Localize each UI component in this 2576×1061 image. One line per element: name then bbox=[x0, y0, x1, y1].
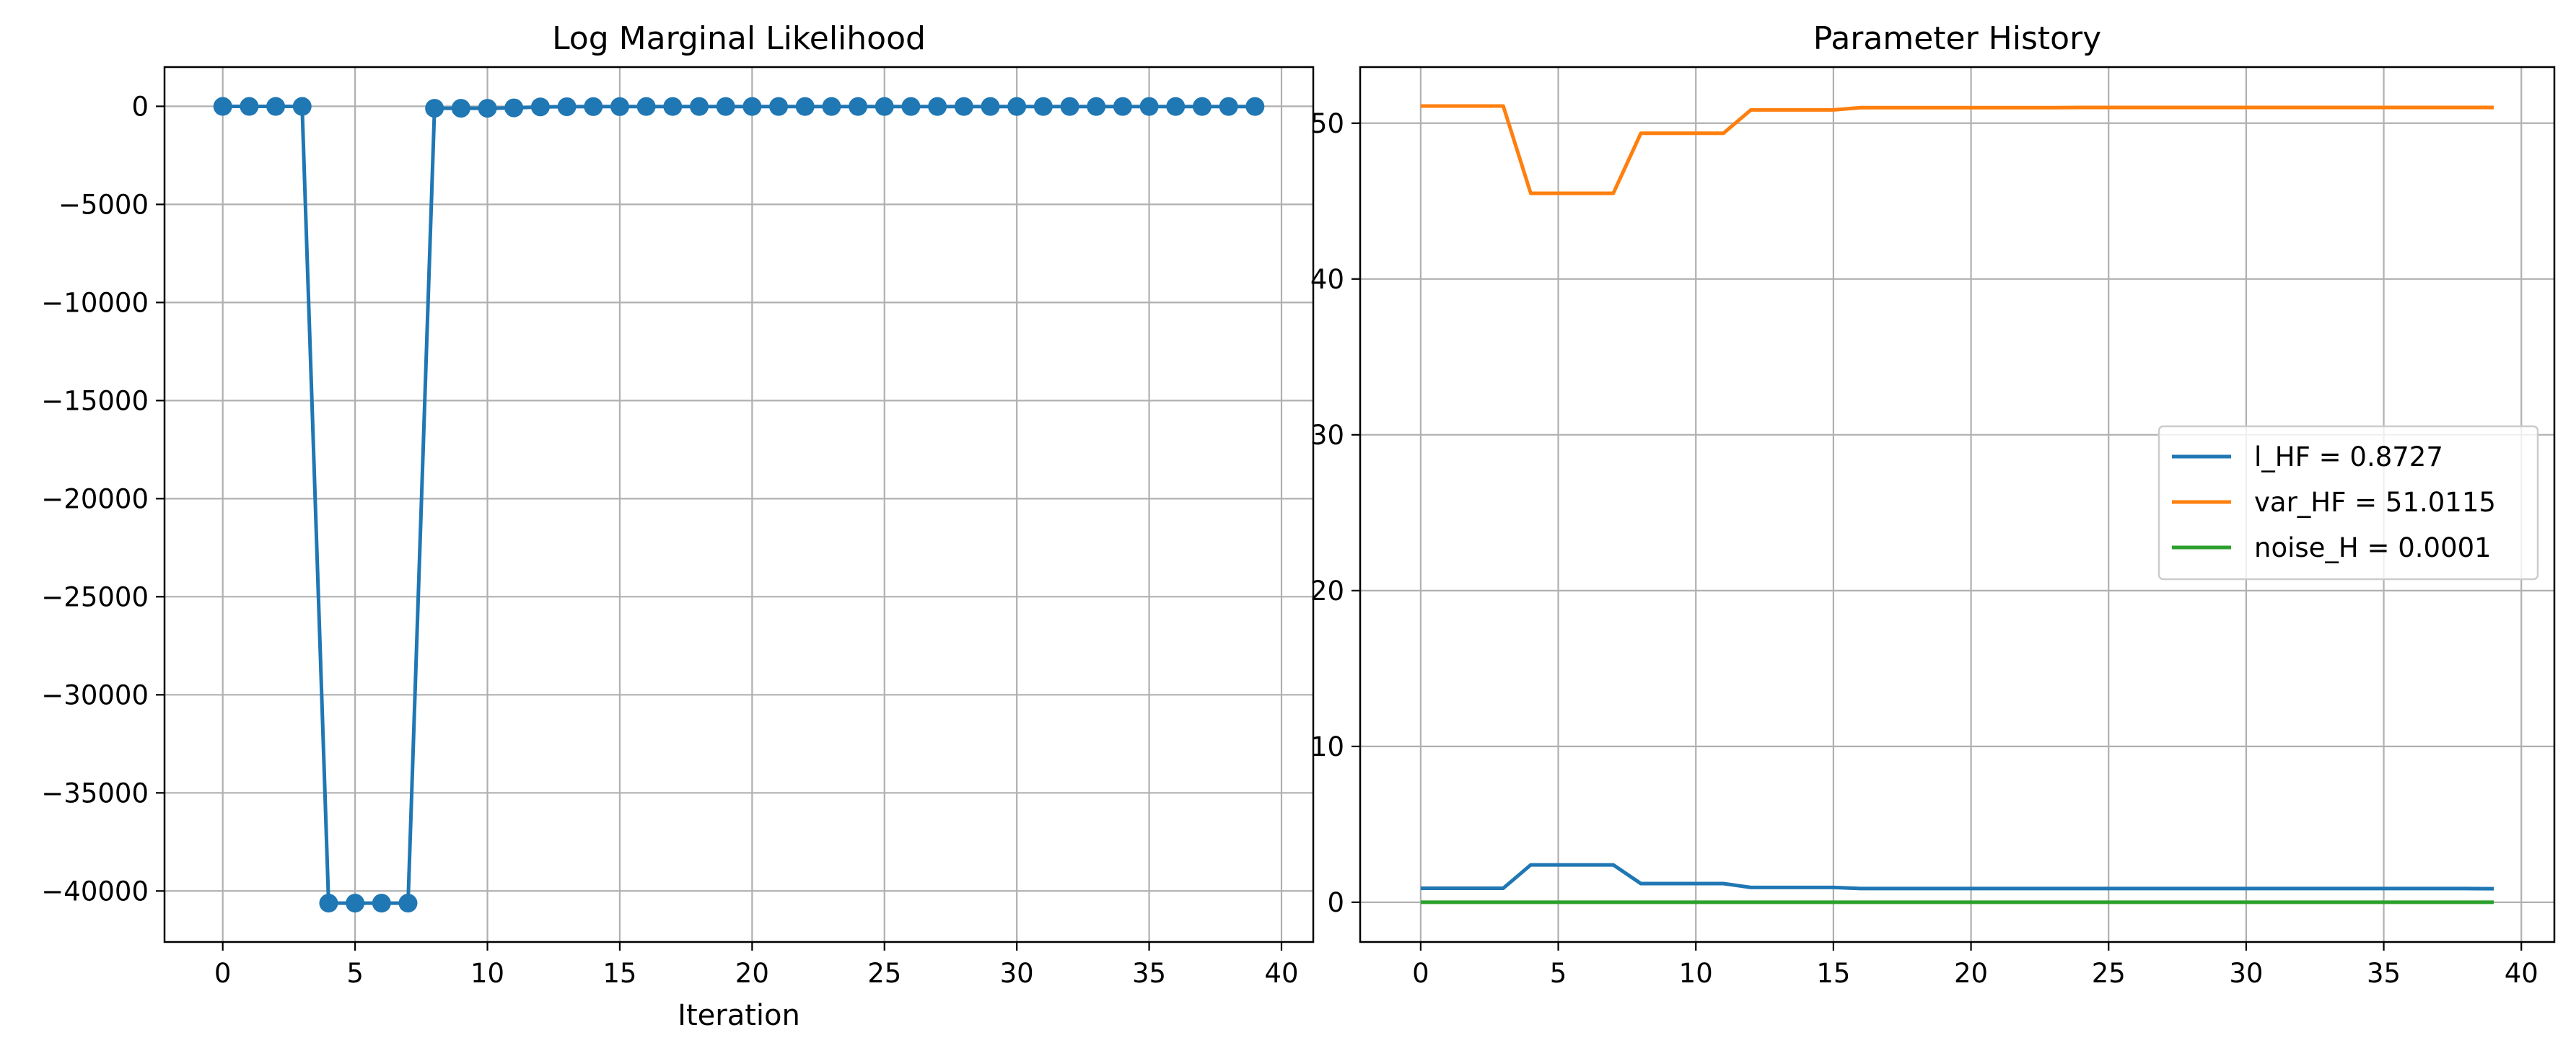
series-line bbox=[1420, 863, 2494, 891]
y-tick-label: 20 bbox=[1310, 576, 1344, 607]
y-tick-label: 30 bbox=[1310, 420, 1344, 451]
x-tick-label: 30 bbox=[2229, 958, 2263, 989]
data-point bbox=[742, 97, 762, 116]
data-point bbox=[822, 97, 841, 116]
x-tick-label: 20 bbox=[735, 958, 769, 989]
data-point bbox=[954, 97, 973, 116]
data-point bbox=[346, 894, 365, 913]
y-tick-label: −10000 bbox=[41, 287, 149, 318]
data-point bbox=[292, 97, 312, 116]
y-tick-label: 50 bbox=[1310, 108, 1344, 139]
x-tick-label: 0 bbox=[214, 958, 232, 989]
data-point bbox=[425, 99, 444, 118]
data-point bbox=[928, 97, 947, 116]
log-likelihood-panel: 0 5 10 15 20 25 30 35 40 0 −5000 −10000 −15000 −20000… bbox=[41, 20, 1315, 1032]
y-tick-label: −35000 bbox=[41, 778, 149, 809]
legend-label: noise_H = 0.0001 bbox=[2254, 532, 2492, 563]
data-point bbox=[451, 99, 470, 118]
legend-entry: l_HF = 0.8727 bbox=[2172, 441, 2443, 472]
data-point bbox=[689, 97, 709, 116]
y-tick-label: −30000 bbox=[41, 679, 149, 710]
data-point bbox=[1087, 97, 1106, 116]
x-tick-label: 15 bbox=[603, 958, 636, 989]
y-tick-label: 0 bbox=[131, 91, 149, 122]
y-tick-label: 10 bbox=[1310, 731, 1344, 762]
data-point bbox=[795, 97, 815, 116]
data-point bbox=[1060, 97, 1079, 116]
x-tick-label: 25 bbox=[2092, 958, 2126, 989]
x-tick-label: 35 bbox=[1132, 958, 1166, 989]
data-point bbox=[1192, 97, 1212, 116]
legend-label: var_HF = 51.0115 bbox=[2254, 487, 2496, 518]
x-axis-label: Iteration bbox=[678, 999, 800, 1032]
data-point bbox=[240, 97, 259, 116]
data-point bbox=[1219, 97, 1238, 116]
data-point bbox=[875, 97, 894, 116]
y-tick-label: 40 bbox=[1310, 264, 1344, 295]
legend-entry: noise_H = 0.0001 bbox=[2172, 532, 2492, 563]
data-point bbox=[769, 97, 789, 116]
data-point bbox=[1033, 97, 1053, 116]
data-point bbox=[478, 99, 497, 118]
legend-entry: var_HF = 51.0115 bbox=[2172, 487, 2496, 518]
data-point bbox=[584, 97, 603, 116]
y-tick-label: −20000 bbox=[41, 483, 149, 514]
data-point bbox=[901, 97, 921, 116]
data-point bbox=[716, 97, 735, 116]
data-point bbox=[1139, 97, 1159, 116]
data-point bbox=[636, 97, 656, 116]
data-point bbox=[849, 97, 868, 116]
series-line bbox=[1420, 104, 2494, 195]
x-tick-label: 20 bbox=[1954, 958, 1988, 989]
data-point bbox=[663, 97, 683, 116]
y-tick-label: −40000 bbox=[41, 876, 149, 907]
y-tick-label: −15000 bbox=[41, 385, 149, 416]
x-tick-label: 10 bbox=[1679, 958, 1713, 989]
x-tick-label: 0 bbox=[1412, 958, 1429, 989]
chart-title: Parameter History bbox=[1813, 20, 2101, 57]
legend-label: l_HF = 0.8727 bbox=[2254, 441, 2443, 472]
y-tick-label: −5000 bbox=[58, 189, 149, 220]
data-point bbox=[504, 98, 524, 118]
data-point bbox=[1007, 97, 1027, 116]
data-point bbox=[1166, 97, 1186, 116]
data-point bbox=[213, 97, 232, 116]
data-point bbox=[372, 894, 391, 913]
data-point bbox=[981, 97, 1000, 116]
y-tick-label: −25000 bbox=[41, 581, 149, 612]
y-tick-label: 0 bbox=[1327, 887, 1344, 918]
x-tick-label: 5 bbox=[1550, 958, 1567, 989]
chart-title: Log Marginal Likelihood bbox=[552, 20, 926, 57]
legend: l_HF = 0.8727 var_HF = 51.0115 noise_H =… bbox=[2157, 425, 2539, 581]
x-tick-label: 25 bbox=[867, 958, 901, 989]
legend-box bbox=[2157, 425, 2539, 581]
x-tick-label: 15 bbox=[1816, 958, 1850, 989]
x-tick-label: 40 bbox=[2505, 958, 2538, 989]
data-point bbox=[557, 97, 577, 116]
x-tick-label: 35 bbox=[2367, 958, 2401, 989]
x-tick-label: 10 bbox=[470, 958, 504, 989]
data-point bbox=[1245, 97, 1265, 116]
data-point bbox=[610, 97, 629, 116]
axes-frame bbox=[1359, 66, 2556, 943]
data-point bbox=[398, 894, 418, 913]
x-tick-label: 5 bbox=[346, 958, 364, 989]
data-point bbox=[266, 97, 286, 116]
x-tick-label: 30 bbox=[1000, 958, 1034, 989]
data-point bbox=[1113, 97, 1132, 116]
data-point bbox=[319, 894, 338, 913]
series-line bbox=[222, 105, 1256, 905]
data-point bbox=[530, 97, 550, 117]
axes-frame bbox=[163, 66, 1315, 943]
x-tick-label: 40 bbox=[1264, 958, 1298, 989]
parameter-history-panel: 0 5 10 15 20 25 30 35 40 0 10 20 30 40 50 Parameter Hi… bbox=[1310, 20, 2556, 989]
